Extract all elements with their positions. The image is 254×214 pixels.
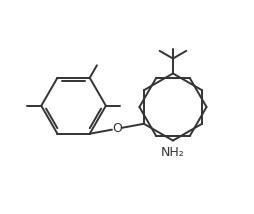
Text: NH₂: NH₂ (161, 146, 185, 159)
Text: O: O (112, 122, 122, 135)
